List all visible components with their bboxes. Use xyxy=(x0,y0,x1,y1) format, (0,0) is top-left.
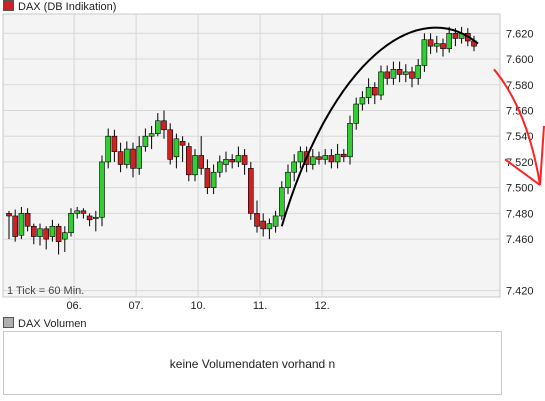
price-chart: 7.4207.4607.4807.5007.5207.5407.5607.580… xyxy=(2,13,545,312)
candle-body xyxy=(384,71,391,79)
price-legend: DAX (DB Indikation) xyxy=(3,0,116,14)
candle-body xyxy=(105,135,111,163)
candle-body xyxy=(155,120,161,134)
candle-body xyxy=(43,228,50,240)
candle-body xyxy=(179,141,186,146)
candle-body xyxy=(297,151,304,163)
candle-body xyxy=(309,156,316,165)
candle-body xyxy=(402,71,409,75)
candle-body xyxy=(93,216,99,219)
candle-body xyxy=(173,138,180,158)
price-legend-swatch xyxy=(3,0,14,11)
x-tick-label: 10. xyxy=(190,300,205,312)
volume-legend: DAX Volumen xyxy=(3,317,86,331)
candle-body xyxy=(18,213,25,236)
candle-body xyxy=(130,148,136,169)
candle-body xyxy=(142,135,149,147)
candle-body xyxy=(24,213,31,227)
volume-panel: keine Volumendaten vorhand n xyxy=(3,331,502,395)
candle-body xyxy=(371,87,378,96)
candle-body xyxy=(421,39,428,66)
candle-body xyxy=(117,151,124,165)
candle-body xyxy=(241,155,248,165)
candle-body xyxy=(266,223,273,230)
candle-body xyxy=(390,69,397,79)
candle-body xyxy=(446,32,453,50)
candle-body xyxy=(167,129,173,160)
candle-body xyxy=(37,228,43,237)
annotation-arrowhead xyxy=(504,125,545,186)
candle-body xyxy=(272,215,279,227)
candle-body xyxy=(440,43,446,50)
candle-body xyxy=(148,133,155,137)
candle-body xyxy=(278,187,285,217)
candle-body xyxy=(328,155,335,163)
candle-body xyxy=(61,232,68,240)
candle-body xyxy=(210,171,217,188)
candle-body xyxy=(322,155,329,160)
candle-body xyxy=(49,225,56,237)
candle-body xyxy=(192,155,198,176)
candle-body xyxy=(223,159,229,165)
candle-body xyxy=(433,43,440,47)
volume-legend-label: DAX Volumen xyxy=(18,318,87,330)
candle-body xyxy=(111,135,118,152)
candle-body xyxy=(427,39,434,47)
y-tick-label: 7.540 xyxy=(506,131,534,143)
candle-body xyxy=(285,171,291,188)
tick-interval-label: 1 Tick = 60 Min. xyxy=(7,285,84,297)
candle-body xyxy=(186,146,192,176)
candle-body xyxy=(260,220,267,230)
candle-body xyxy=(68,213,74,233)
annotation-arrow xyxy=(493,68,541,186)
candle-body xyxy=(86,215,93,221)
y-tick-label: 7.460 xyxy=(506,234,534,246)
candle-body xyxy=(291,161,298,173)
candle-body xyxy=(452,32,459,39)
y-tick-label: 7.600 xyxy=(506,54,534,66)
x-tick-label: 07. xyxy=(128,300,143,312)
y-tick-label: 7.480 xyxy=(506,208,534,220)
candle-body xyxy=(136,146,142,169)
x-tick-label: 06. xyxy=(66,300,81,312)
candle-body xyxy=(235,155,242,163)
candle-body xyxy=(347,123,353,158)
volume-empty-message: keine Volumendaten vorhand n xyxy=(169,357,336,371)
candle-body xyxy=(124,148,130,165)
candle-body xyxy=(161,120,167,131)
candle-body xyxy=(409,71,415,79)
y-tick-label: 7.580 xyxy=(506,80,534,92)
candle-body xyxy=(378,71,384,96)
candle-body xyxy=(6,213,12,217)
candle-body xyxy=(334,153,341,163)
candle-body xyxy=(316,156,322,160)
candle-body xyxy=(340,153,347,158)
candle-body xyxy=(80,210,87,214)
candle-body xyxy=(254,213,260,227)
y-tick-label: 7.420 xyxy=(506,286,534,298)
candle-body xyxy=(229,159,235,163)
plot-area xyxy=(2,13,501,298)
candle-body xyxy=(74,210,80,214)
candle-body xyxy=(198,155,204,169)
candle-body xyxy=(55,225,62,242)
candle-body xyxy=(99,161,105,218)
candle-body xyxy=(359,97,366,105)
candle-body xyxy=(204,168,211,188)
x-tick-label: 11. xyxy=(253,300,267,312)
y-tick-label: 7.620 xyxy=(506,28,534,40)
candle-body xyxy=(415,65,422,79)
price-legend-label: DAX (DB Indikation) xyxy=(18,1,117,13)
candle-body xyxy=(30,225,37,237)
x-tick-label: 12. xyxy=(314,300,329,312)
candle-body xyxy=(12,215,18,237)
candle-body xyxy=(365,87,372,98)
candle-body xyxy=(248,168,254,214)
annotation-arc xyxy=(280,26,479,227)
y-tick-label: 7.500 xyxy=(506,183,534,195)
candle-body xyxy=(396,69,403,75)
candle-body xyxy=(217,161,223,173)
candle-body xyxy=(353,103,360,124)
volume-legend-swatch xyxy=(3,317,14,328)
